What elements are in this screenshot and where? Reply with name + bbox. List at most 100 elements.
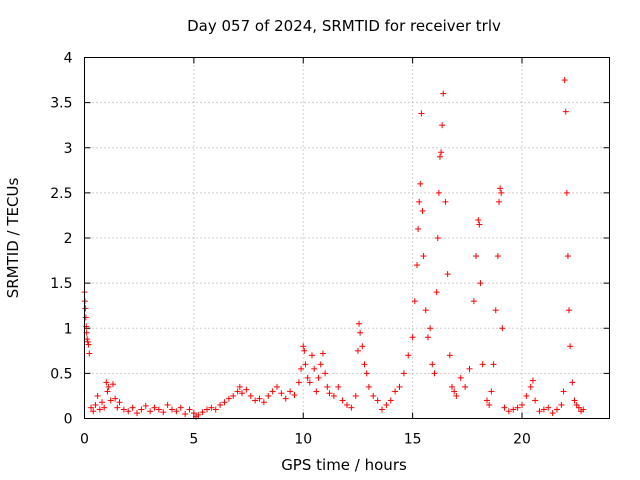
data-point [420,253,427,260]
data-point [125,408,132,415]
data-point [379,406,385,413]
y-tick-label: 2 [64,231,73,247]
data-point [322,370,329,377]
data-point [558,401,565,408]
data-point [101,404,108,411]
chart-title: Day 057 of 2024, SRMTID for receiver trl… [187,17,501,35]
data-point [103,379,110,386]
data-point [499,325,506,332]
data-point [409,334,416,341]
data-point [457,374,464,381]
data-point [282,395,289,402]
data-point [549,410,556,417]
data-point [116,399,123,406]
data-point [414,262,420,269]
data-point [195,411,202,418]
data-point [306,379,313,386]
data-point [497,185,504,192]
y-tick-label: 3.5 [50,96,72,112]
data-point [545,404,552,411]
data-point [319,350,326,357]
data-point [580,406,587,413]
axis-ticks [84,57,610,419]
data-point [490,361,497,368]
data-point [239,390,245,397]
data-point [523,392,530,399]
y-tick-label: 1 [64,321,73,337]
data-point [190,410,197,417]
data-point [234,388,241,395]
data-point [221,399,228,406]
data-point [433,289,440,296]
data-point [324,383,331,390]
data-point [383,401,390,408]
data-point [418,110,425,117]
data-point [475,216,482,223]
data-point [84,336,91,343]
data-point [560,388,567,395]
y-tick-label: 1.5 [50,276,72,292]
data-point [82,305,89,312]
data-point [529,377,536,384]
data-point [107,397,114,404]
data-point [208,404,215,411]
data-point [492,307,499,314]
data-point [82,314,89,321]
data-point [566,307,573,314]
data-point [494,253,501,260]
data-point [419,207,426,214]
data-point [151,404,158,411]
data-point [311,365,318,372]
data-point [561,77,568,84]
data-point [470,298,477,305]
data-point [295,379,302,386]
data-point [298,365,305,372]
data-point [247,392,254,399]
data-point [510,406,517,413]
data-point [416,198,423,205]
data-point [392,388,399,395]
data-point [415,225,422,232]
data-point [134,410,140,417]
data-point [105,383,112,390]
data-point [173,408,180,415]
grid-lines [84,57,610,419]
data-point [486,401,493,408]
data-point [567,343,574,350]
data-point [186,406,193,413]
data-point [99,399,105,406]
x-tick-label: 0 [80,432,89,448]
data-point [411,298,418,305]
data-point [453,392,460,399]
data-point [315,374,322,381]
y-axis-label: SRMTID / TECUs [4,178,22,299]
data-point [536,408,543,415]
data-point [86,350,93,357]
data-point [182,410,189,417]
data-point [120,406,127,413]
data-point [274,383,280,390]
data-point [431,370,438,377]
data-point [260,399,267,406]
data-point [339,397,346,404]
data-point [114,404,121,411]
y-tick-label: 0 [64,412,73,428]
data-point [225,395,232,402]
data-point [562,108,569,115]
data-point [217,401,224,408]
data-point [317,361,324,368]
data-point [94,392,101,399]
data-point [569,379,576,386]
data-point [256,395,263,402]
data-point [449,383,455,390]
x-tick-label: 15 [404,432,422,448]
data-point [147,408,154,415]
data-point [527,383,534,390]
data-point [112,395,119,402]
data-point [326,390,333,397]
data-point [370,392,377,399]
data-point [212,406,219,413]
data-point [396,383,403,390]
data-point [109,381,116,388]
data-point [442,198,449,205]
